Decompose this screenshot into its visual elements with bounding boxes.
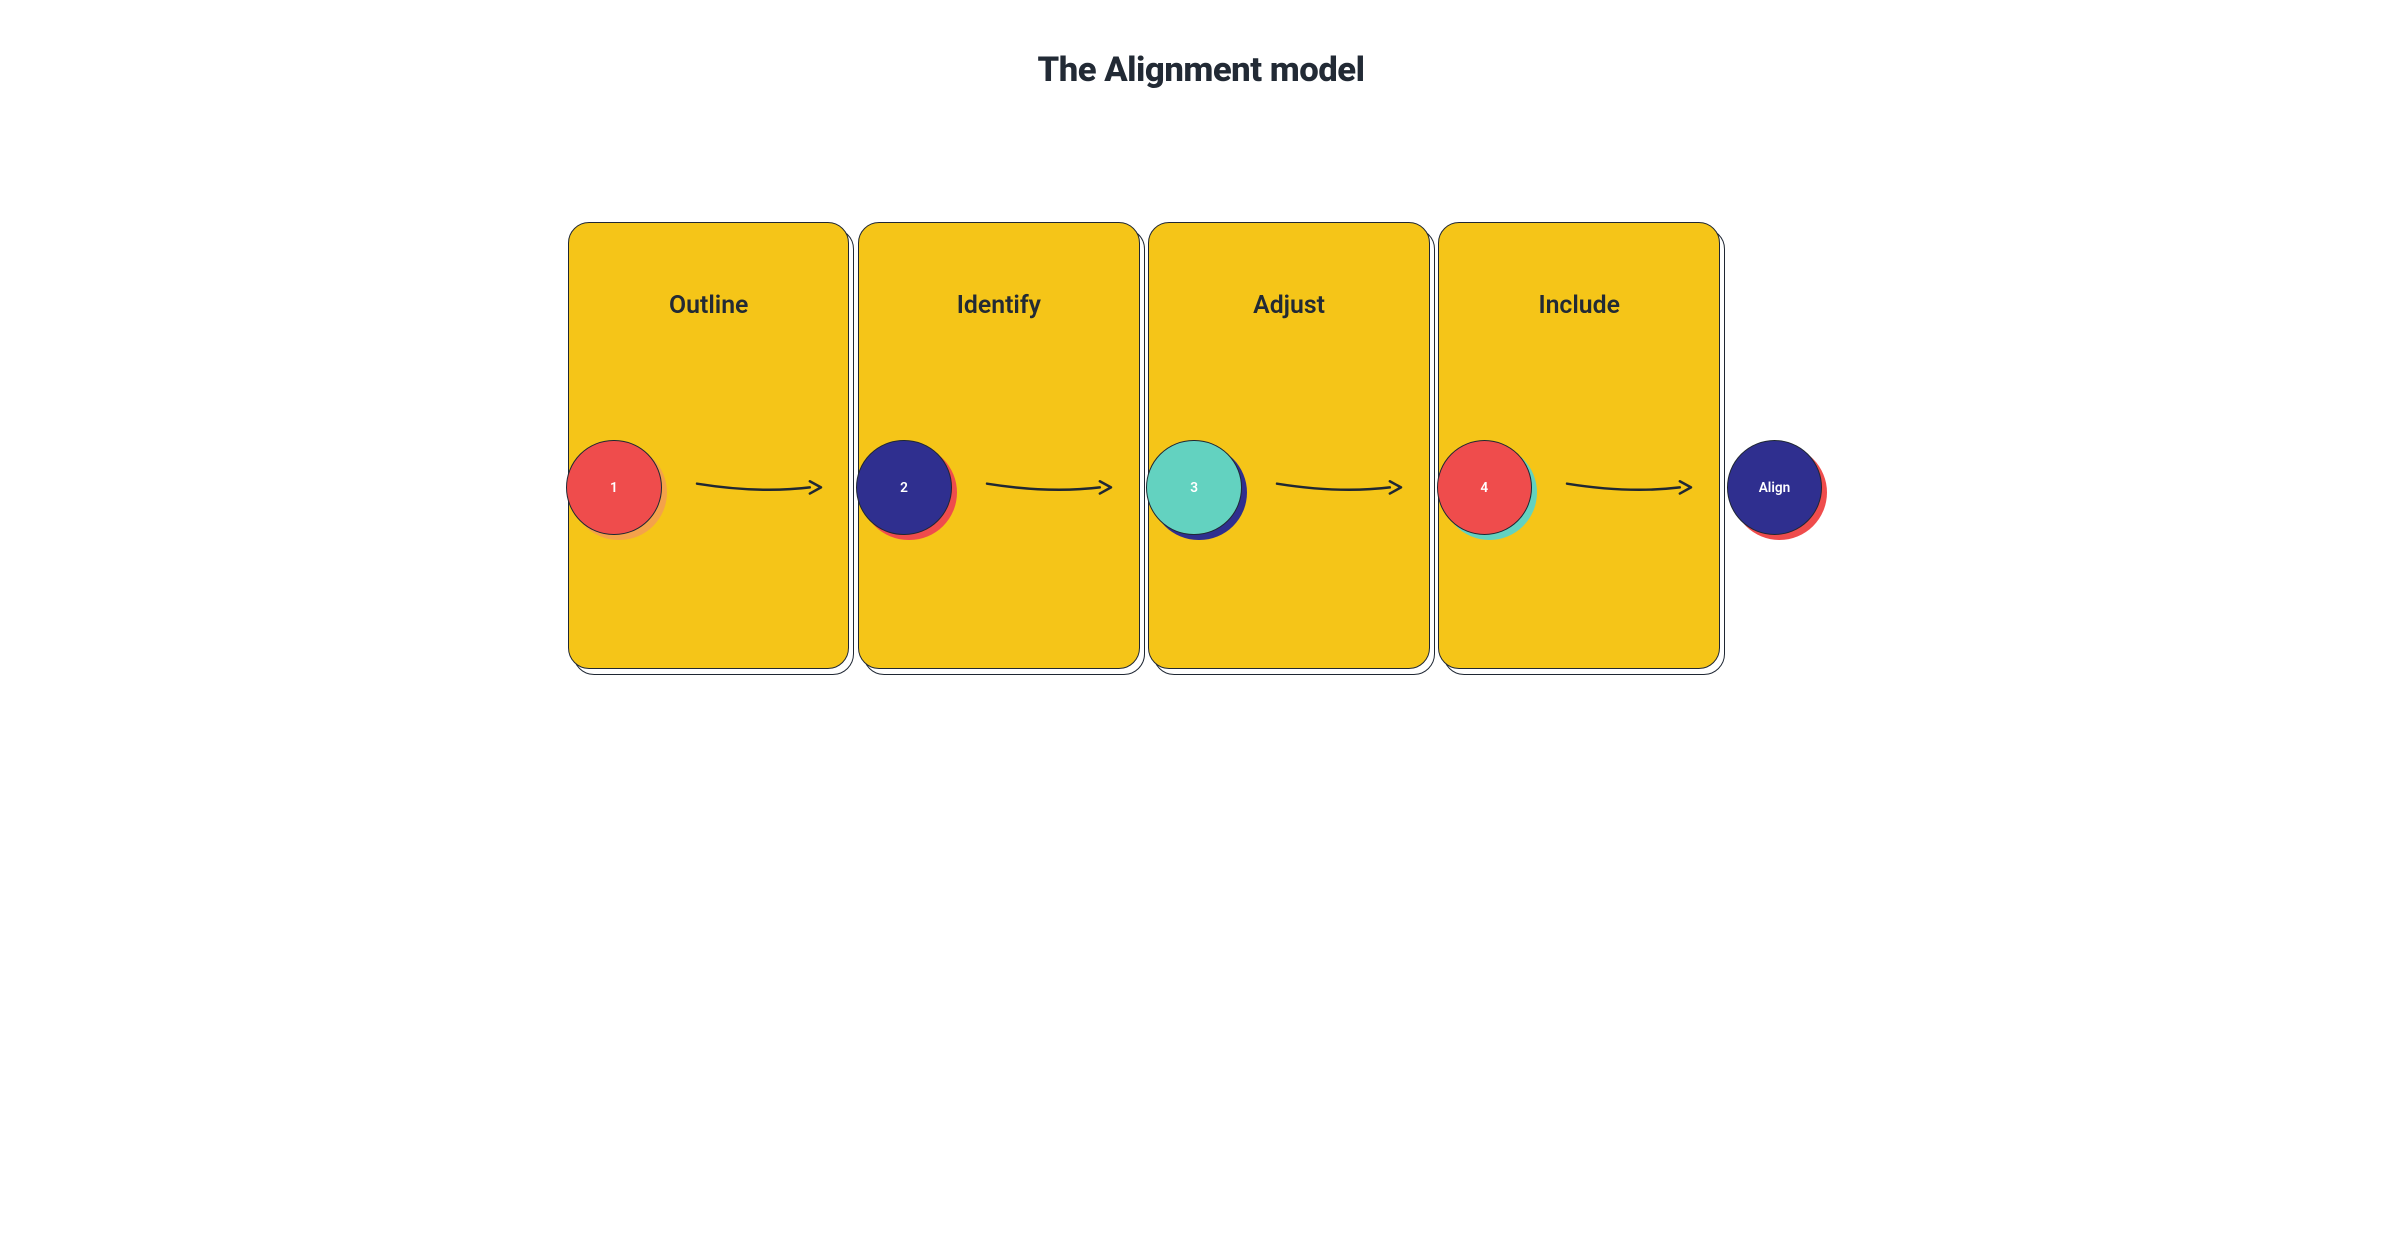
step-circle: 4 [1437,440,1532,535]
step-circle-label: 1 [610,480,618,496]
step-circle: 1 [566,440,661,535]
step-circle: 3 [1146,440,1241,535]
arrow-icon [1567,475,1691,500]
step-circle-label: 2 [900,480,908,496]
step-circle: Align [1727,440,1822,535]
page-title: The Alignment model [1037,50,1364,90]
arrow-icon [697,475,821,500]
step-circle-label: 3 [1190,480,1198,496]
step-circle-label: Align [1759,480,1791,496]
alignment-flowchart: OutlineIdentifyAdjustInclude1234Align [568,222,1834,668]
step-circle-label: 4 [1480,480,1488,496]
arrow-icon [987,475,1111,500]
step-circle: 2 [856,440,951,535]
arrow-icon [1277,475,1401,500]
